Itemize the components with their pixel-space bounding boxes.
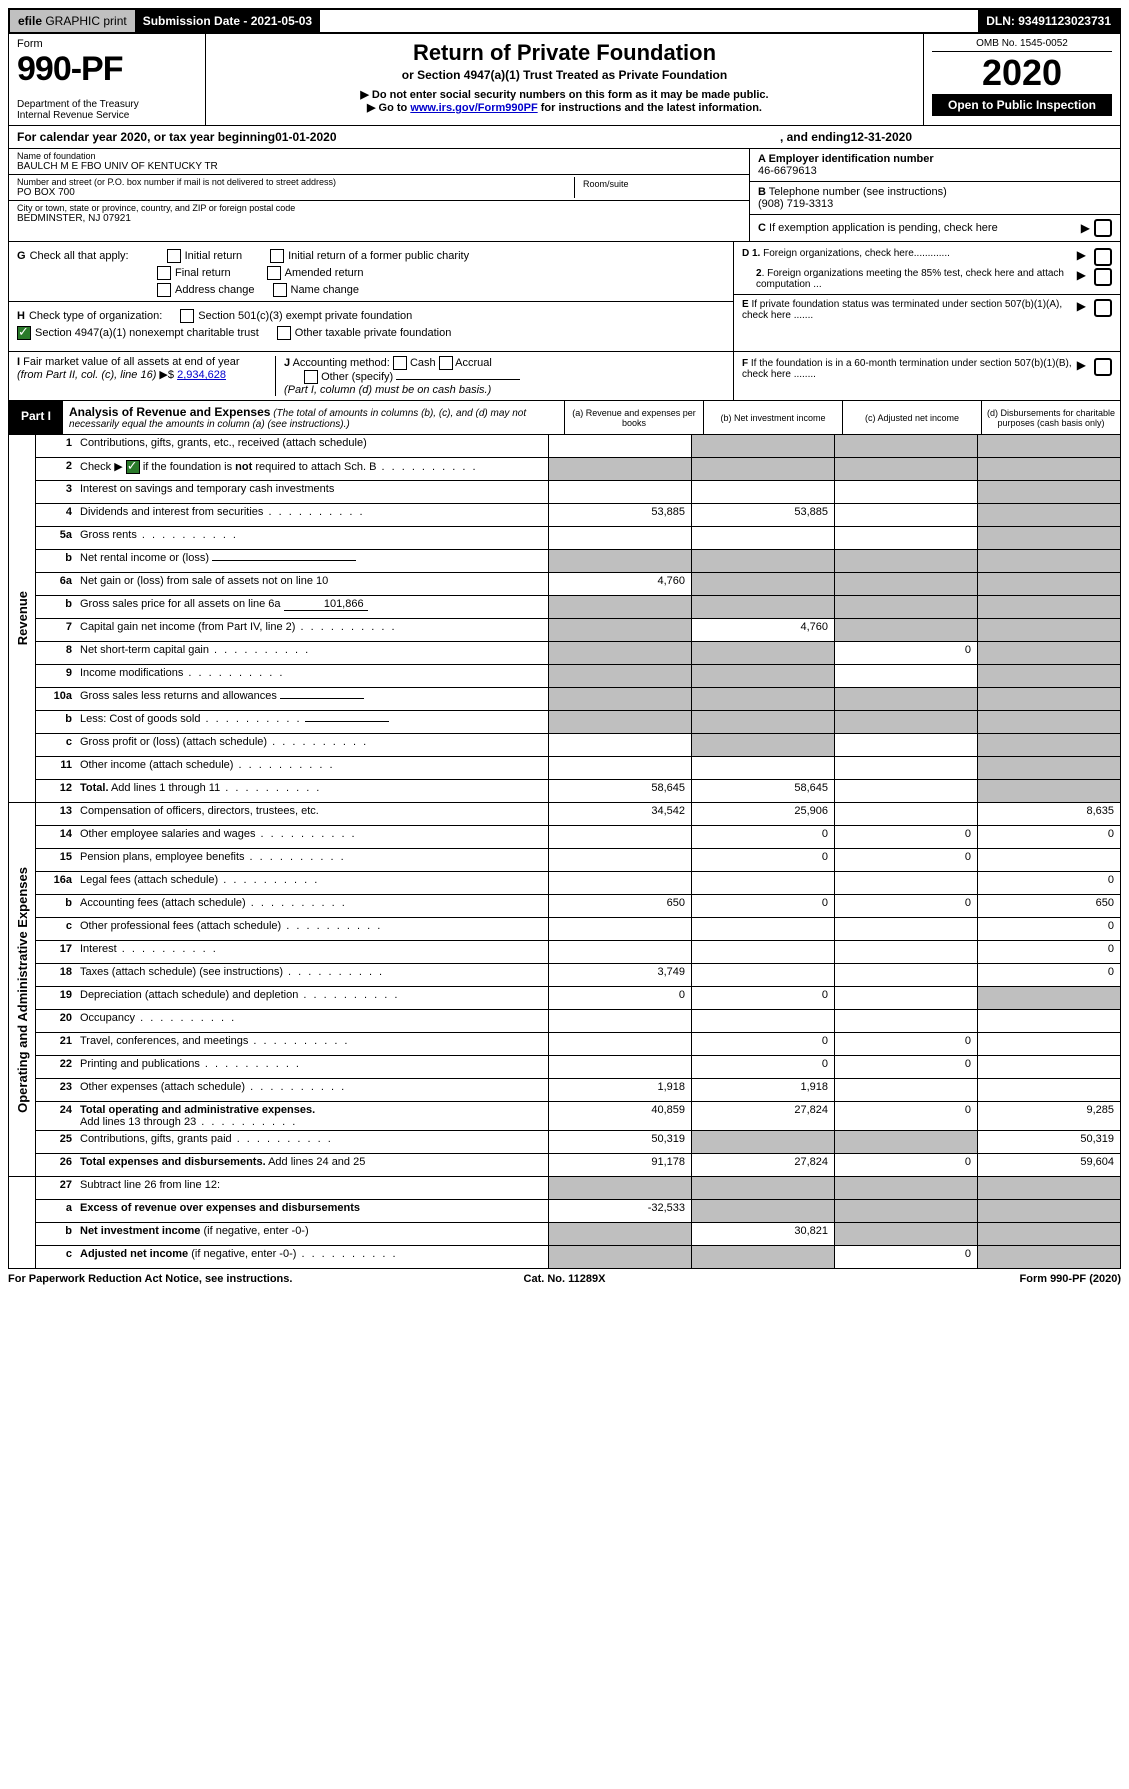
irs-link[interactable]: www.irs.gov/Form990PF	[410, 102, 537, 114]
name-label: Name of foundation	[17, 151, 741, 161]
part1-label: Part I	[9, 401, 63, 434]
schb-checkbox[interactable]	[126, 460, 140, 474]
department: Department of the Treasury Internal Reve…	[17, 99, 197, 121]
col-b-header: (b) Net investment income	[703, 401, 842, 434]
initial-return-checkbox[interactable]	[167, 249, 181, 263]
name-change-checkbox[interactable]	[273, 283, 287, 297]
pending-cell: CC If exemption application is pending, …	[750, 215, 1120, 241]
expenses-section: Operating and Administrative Expenses 13…	[8, 803, 1121, 1177]
ein-cell: A Employer identification number 46-6679…	[750, 149, 1120, 182]
form-number: 990-PF	[17, 50, 197, 89]
d1-checkbox[interactable]	[1094, 248, 1112, 266]
amended-return-checkbox[interactable]	[267, 266, 281, 280]
calendar-year-row: For calendar year 2020, or tax year begi…	[8, 126, 1121, 149]
e-checkbox[interactable]	[1094, 299, 1112, 317]
fmv-link[interactable]: 2,934,628	[177, 369, 226, 381]
col-a-header: (a) Revenue and expenses per books	[564, 401, 703, 434]
form-header: Form 990-PF Department of the Treasury I…	[8, 34, 1121, 126]
street-value: PO BOX 700	[17, 187, 574, 198]
opex-side-label: Operating and Administrative Expenses	[15, 867, 30, 1113]
cash-checkbox[interactable]	[393, 356, 407, 370]
check-area: G Check all that apply: Initial return I…	[8, 242, 1121, 352]
tax-year: 2020	[932, 52, 1112, 94]
open-to-public: Open to Public Inspection	[932, 94, 1112, 116]
street-label: Number and street (or P.O. box number if…	[17, 177, 574, 187]
city-value: BEDMINSTER, NJ 07921	[17, 213, 741, 224]
f-checkbox[interactable]	[1094, 358, 1112, 376]
top-bar: efile GRAPHIC print Submission Date - 20…	[8, 8, 1121, 34]
accrual-checkbox[interactable]	[439, 356, 453, 370]
4947-checkbox[interactable]	[17, 326, 31, 340]
col-d-header: (d) Disbursements for charitable purpose…	[981, 401, 1120, 434]
ij-block: I Fair market value of all assets at end…	[8, 352, 1121, 401]
revenue-section: Revenue 1Contributions, gifts, grants, e…	[8, 435, 1121, 803]
form-title: Return of Private Foundation	[218, 40, 911, 66]
entity-info: Name of foundation BAULCH M E FBO UNIV O…	[8, 149, 1121, 242]
phone-cell: B Telephone number (see instructions) (9…	[750, 182, 1120, 215]
final-return-checkbox[interactable]	[157, 266, 171, 280]
omb-number: OMB No. 1545-0052	[932, 38, 1112, 52]
address-change-checkbox[interactable]	[157, 283, 171, 297]
efile-label: efile GRAPHIC print	[10, 10, 135, 32]
initial-former-checkbox[interactable]	[270, 249, 284, 263]
city-label: City or town, state or province, country…	[17, 203, 741, 213]
net-section: 27Subtract line 26 from line 12: aExcess…	[8, 1177, 1121, 1269]
foundation-name: BAULCH M E FBO UNIV OF KENTUCKY TR	[17, 161, 741, 172]
page-footer: For Paperwork Reduction Act Notice, see …	[8, 1269, 1121, 1289]
part1-header: Part I Analysis of Revenue and Expenses …	[8, 401, 1121, 435]
501c3-checkbox[interactable]	[180, 309, 194, 323]
pending-checkbox[interactable]	[1094, 219, 1112, 237]
d2-checkbox[interactable]	[1094, 268, 1112, 286]
other-method-checkbox[interactable]	[304, 370, 318, 384]
col-c-header: (c) Adjusted net income	[842, 401, 981, 434]
form-subtitle: or Section 4947(a)(1) Trust Treated as P…	[218, 68, 911, 82]
instruction-line-1: ▶ Do not enter social security numbers o…	[218, 88, 911, 101]
submission-date: Submission Date - 2021-05-03	[135, 10, 320, 32]
dln: DLN: 93491123023731	[978, 10, 1119, 32]
room-label: Room/suite	[583, 179, 733, 189]
form-label: Form	[17, 38, 197, 50]
revenue-side-label: Revenue	[15, 591, 30, 645]
instruction-line-2: ▶ Go to www.irs.gov/Form990PF for instru…	[218, 101, 911, 114]
other-taxable-checkbox[interactable]	[277, 326, 291, 340]
